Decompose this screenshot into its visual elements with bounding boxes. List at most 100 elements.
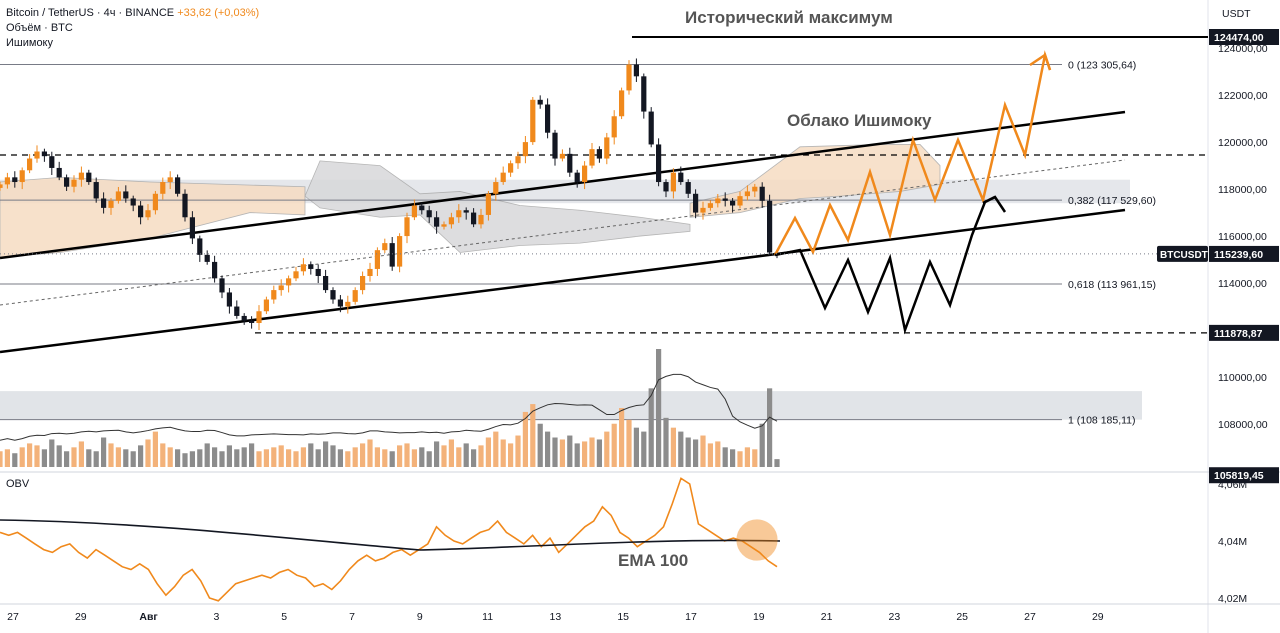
volume-bar bbox=[471, 449, 477, 467]
volume-bar bbox=[49, 439, 55, 467]
candle bbox=[115, 191, 121, 201]
candle bbox=[397, 236, 403, 267]
price-tick-label: 118000,00 bbox=[1218, 184, 1267, 196]
candle bbox=[448, 217, 454, 225]
volume-bar bbox=[545, 431, 551, 467]
volume-bar bbox=[589, 437, 595, 467]
candle bbox=[663, 182, 669, 192]
volume-bar bbox=[596, 439, 602, 467]
price-tick-label: 110000,00 bbox=[1218, 372, 1267, 384]
symbol-tag-text: BTCUSDT bbox=[1160, 250, 1208, 261]
time-tick-label: 25 bbox=[956, 611, 968, 623]
candle bbox=[182, 193, 188, 218]
candle bbox=[226, 292, 232, 307]
volume-bar bbox=[397, 445, 403, 467]
candle bbox=[604, 137, 610, 159]
fib-label: 1 (108 185,11) bbox=[1068, 415, 1136, 427]
volume-bar bbox=[559, 439, 565, 467]
candle bbox=[744, 191, 750, 197]
volume-bar bbox=[722, 447, 728, 467]
volume-bar bbox=[552, 437, 558, 467]
candle bbox=[27, 158, 33, 171]
candle bbox=[315, 268, 321, 277]
candle bbox=[271, 290, 277, 300]
time-tick-label: 19 bbox=[753, 611, 765, 623]
fibonacci-levels: 0 (123 305,64) 0,382 (117 529,60) 0,618 (1… bbox=[0, 59, 1156, 427]
support-zone bbox=[0, 391, 1142, 420]
candle bbox=[241, 315, 247, 321]
price-tick-label: 120000,00 bbox=[1218, 137, 1268, 149]
volume-bar bbox=[352, 447, 358, 467]
volume-bar bbox=[522, 411, 528, 467]
candles bbox=[0, 58, 780, 331]
projection-bearish bbox=[774, 195, 996, 335]
volume-bar bbox=[744, 447, 750, 467]
volume-bar bbox=[234, 449, 240, 467]
candle bbox=[212, 261, 218, 279]
volume-bar bbox=[219, 451, 225, 467]
volume-bar bbox=[175, 449, 181, 467]
ichimoku-indicator-label[interactable]: Ишимоку bbox=[6, 37, 53, 49]
volume-bar bbox=[426, 451, 432, 467]
volume-bar bbox=[759, 423, 765, 467]
volume-bar bbox=[663, 417, 669, 467]
candle bbox=[730, 200, 736, 206]
time-tick-label: 9 bbox=[417, 611, 423, 623]
volume-bar bbox=[189, 451, 195, 467]
candle bbox=[93, 182, 99, 199]
price-scale-bg bbox=[1208, 0, 1280, 633]
volume-indicator-label[interactable]: Объём · BTC bbox=[6, 22, 73, 34]
obv-pane: EMA 100 4,06M 4,04M 4,02M bbox=[0, 477, 1247, 605]
volume-bar bbox=[374, 447, 380, 467]
candle bbox=[626, 64, 632, 91]
volume-bar bbox=[41, 449, 47, 467]
volume-bar bbox=[441, 445, 447, 467]
price-tag: 105819,45 bbox=[1209, 467, 1279, 484]
volume-bar bbox=[360, 443, 366, 467]
candle bbox=[611, 116, 617, 138]
volume-bar bbox=[730, 449, 736, 467]
volume-bar bbox=[515, 435, 521, 467]
obv-ema-annotation: EMA 100 bbox=[618, 551, 688, 570]
candle bbox=[648, 111, 654, 145]
volume-bar bbox=[249, 443, 255, 467]
candle bbox=[160, 182, 166, 194]
price-tag-text: 111878,87 bbox=[1214, 328, 1263, 340]
projection-bullish bbox=[773, 50, 1052, 256]
volume-bar bbox=[345, 451, 351, 467]
channel-lower-line bbox=[0, 208, 1126, 354]
volume-bar bbox=[212, 447, 218, 467]
volume-bar bbox=[152, 431, 158, 467]
volume-bar bbox=[330, 445, 336, 467]
candle bbox=[49, 156, 55, 168]
current-price-tag: 115239,60 bbox=[1209, 245, 1279, 262]
price-tag-text: 124474,00 bbox=[1214, 32, 1264, 44]
price-tag-text: 105819,45 bbox=[1214, 470, 1264, 482]
scroll-left-icon bbox=[2, 311, 16, 345]
volume-bar bbox=[286, 449, 292, 467]
volume-bar bbox=[752, 449, 758, 467]
volume-bar bbox=[700, 435, 706, 467]
candle bbox=[308, 264, 314, 269]
time-tick-label: 29 bbox=[75, 611, 87, 623]
volume-bar bbox=[12, 453, 18, 467]
volume-bar bbox=[478, 445, 484, 467]
volume-bar bbox=[604, 431, 610, 467]
projection-bearish-arrowhead bbox=[982, 195, 1007, 213]
candle bbox=[552, 132, 558, 159]
candle bbox=[389, 243, 395, 267]
candle bbox=[678, 172, 684, 183]
volume-bar bbox=[404, 443, 410, 467]
volume-bar bbox=[641, 431, 647, 467]
volume-bar bbox=[774, 459, 780, 467]
candle bbox=[670, 172, 676, 192]
price-tag-bg bbox=[1209, 29, 1279, 45]
time-tick-label: Авг bbox=[139, 611, 158, 623]
candle bbox=[596, 149, 602, 159]
volume-bar bbox=[197, 449, 203, 467]
candle bbox=[434, 217, 440, 227]
obv-indicator-label[interactable]: OBV bbox=[6, 478, 30, 490]
volume-bar bbox=[56, 445, 62, 467]
candle bbox=[86, 172, 92, 183]
